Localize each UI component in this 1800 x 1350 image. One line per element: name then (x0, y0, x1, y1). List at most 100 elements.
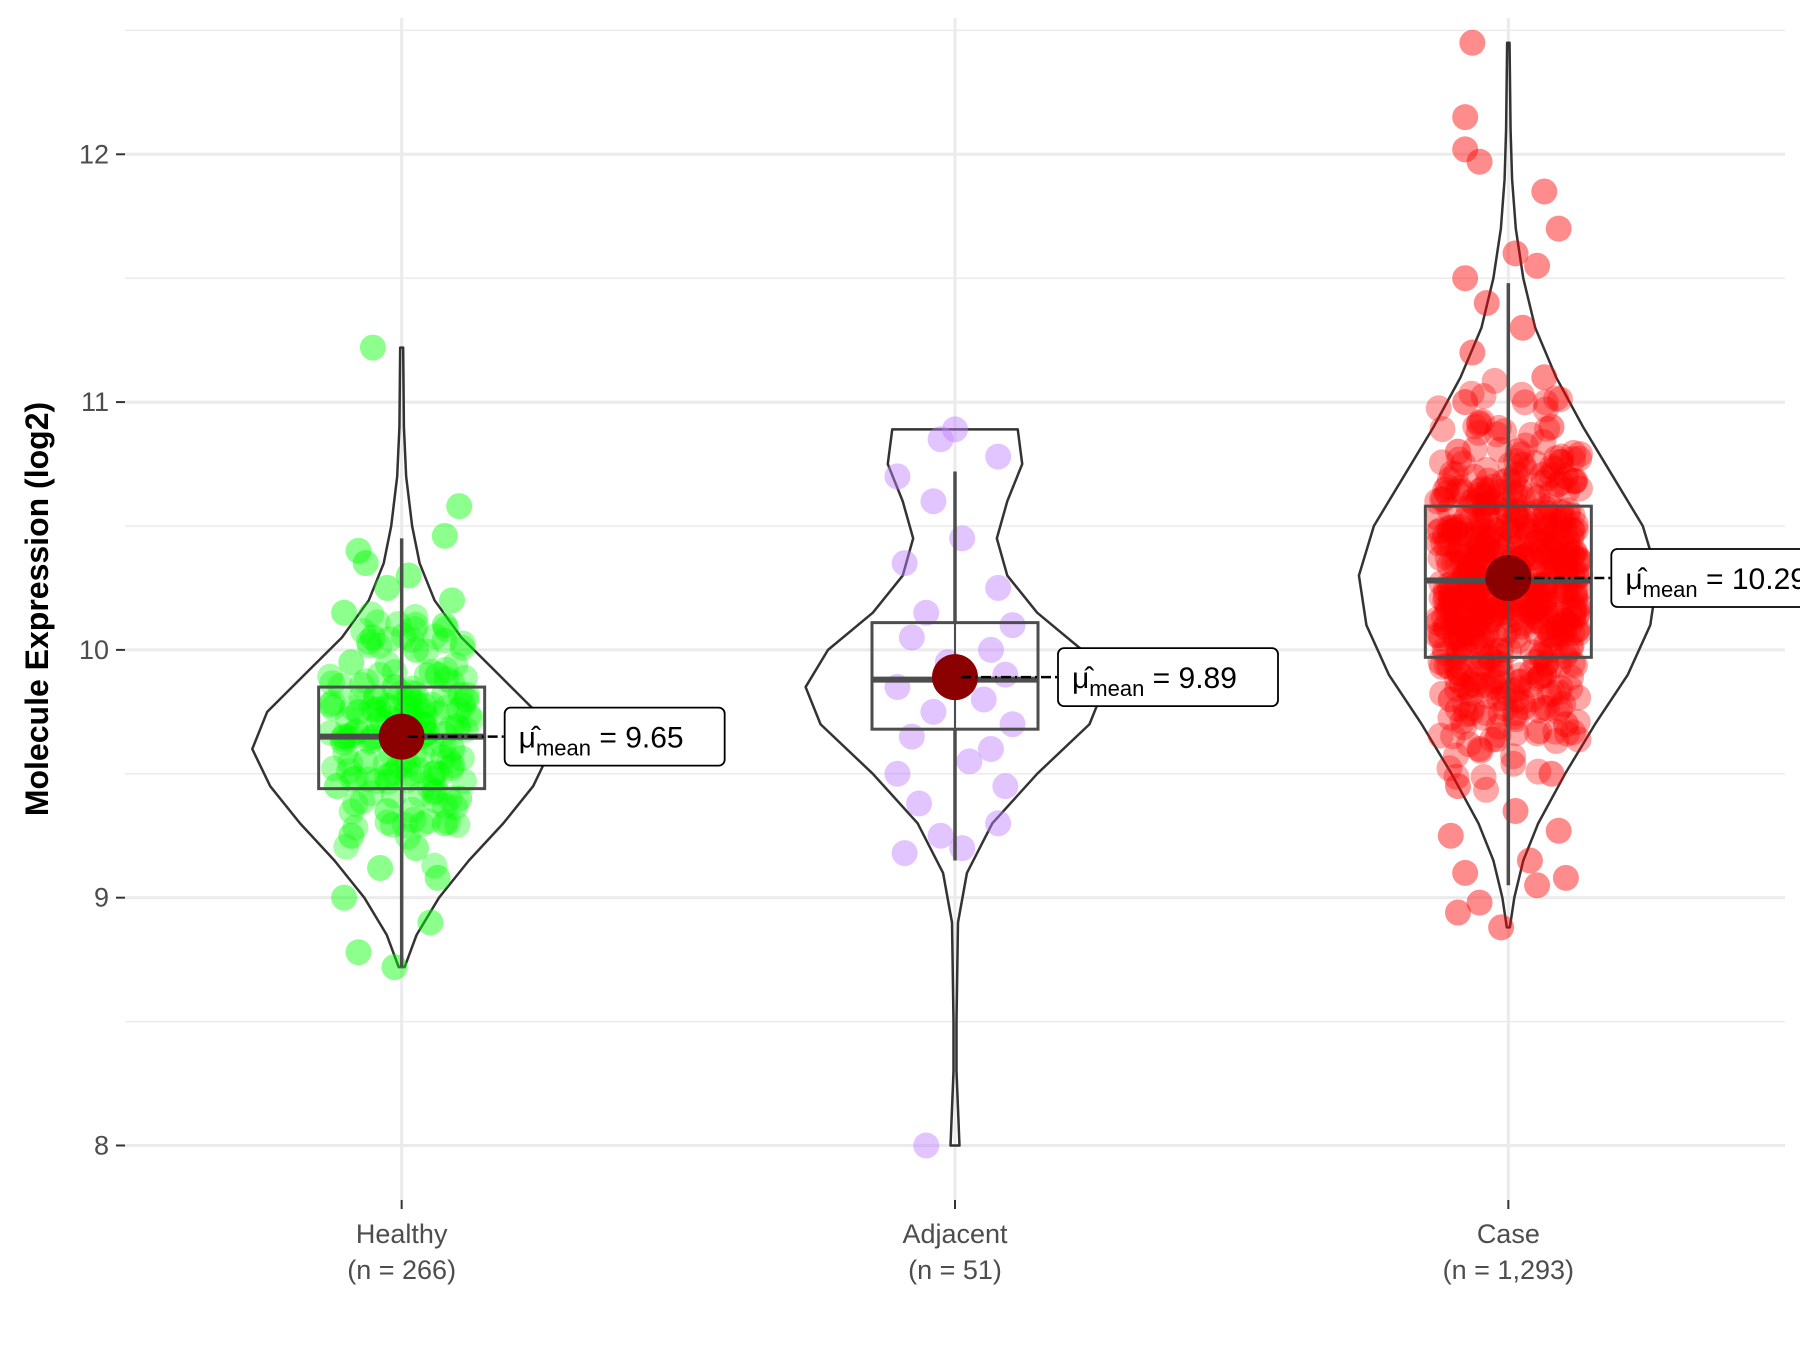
data-point (1484, 668, 1511, 695)
data-point (1545, 541, 1572, 568)
data-point (361, 697, 388, 724)
data-point (985, 810, 1012, 837)
data-point (1506, 603, 1533, 630)
data-point (1464, 553, 1491, 580)
data-point (1468, 633, 1495, 660)
data-point (350, 618, 377, 645)
data-point (433, 615, 460, 642)
data-point (1526, 718, 1553, 745)
y-tick-label: 10 (79, 635, 109, 665)
data-point (1452, 673, 1479, 700)
data-point (1561, 468, 1588, 495)
data-point (999, 711, 1026, 738)
data-point (433, 694, 460, 721)
data-point (449, 634, 476, 661)
data-point (1428, 584, 1455, 611)
data-point (1443, 601, 1470, 628)
data-point (439, 736, 466, 763)
data-point (1535, 535, 1562, 562)
data-point (985, 574, 1012, 601)
data-point (321, 755, 348, 782)
data-point (374, 692, 401, 719)
data-point (408, 811, 435, 838)
data-point (1448, 621, 1475, 648)
data-point (449, 630, 476, 657)
data-point (1552, 463, 1579, 490)
data-point (1457, 583, 1484, 610)
data-point (1436, 653, 1463, 680)
data-point (1510, 694, 1537, 721)
data-point (1524, 720, 1551, 747)
data-point (402, 690, 429, 717)
data-point (1462, 413, 1489, 440)
data-point (1551, 518, 1578, 545)
data-point (1517, 671, 1544, 698)
data-point (1459, 694, 1486, 721)
data-point (1473, 456, 1500, 483)
data-point (1509, 451, 1536, 478)
data-point (331, 884, 358, 911)
data-point (317, 691, 344, 718)
data-point (1472, 699, 1499, 726)
data-point (1434, 598, 1461, 625)
data-point (1543, 601, 1570, 628)
data-point (1444, 520, 1471, 547)
data-point (1559, 446, 1586, 473)
data-point (1531, 518, 1558, 545)
y-tick-label: 12 (79, 139, 109, 169)
data-point (1428, 625, 1455, 652)
data-point (376, 626, 403, 653)
data-point (444, 713, 471, 740)
data-point (1523, 594, 1550, 621)
data-point (1465, 419, 1492, 446)
data-point (1539, 545, 1566, 572)
data-point (1520, 608, 1547, 635)
mean-label-adjacent: μ̂mean = 9.89 (1057, 647, 1279, 708)
data-point (1443, 609, 1470, 636)
data-point (1444, 438, 1471, 465)
data-point (1532, 495, 1559, 522)
data-point (1462, 627, 1489, 654)
data-point (1551, 612, 1578, 639)
data-point (1466, 409, 1493, 436)
data-point (1470, 539, 1497, 566)
data-point (1454, 587, 1481, 614)
data-point (431, 612, 458, 639)
data-point (1437, 704, 1464, 731)
data-point (1436, 519, 1463, 546)
data-point (342, 765, 369, 792)
data-point (1545, 471, 1572, 498)
data-point (1560, 468, 1587, 495)
data-point (1433, 614, 1460, 641)
data-point (400, 806, 427, 833)
data-point (1442, 516, 1469, 543)
data-point (342, 790, 369, 817)
data-point (1479, 668, 1506, 695)
data-point (1444, 695, 1471, 722)
data-point (379, 811, 406, 838)
data-point (424, 661, 451, 688)
data-point (1547, 386, 1574, 413)
data-point (949, 525, 976, 552)
data-point (1553, 542, 1580, 569)
data-point (1532, 526, 1559, 553)
data-point (1473, 776, 1500, 803)
data-point (1468, 408, 1495, 435)
data-point (1503, 622, 1530, 649)
data-point (1457, 583, 1484, 610)
data-point (1445, 525, 1472, 552)
data-point (1442, 654, 1469, 681)
data-point (1442, 623, 1469, 650)
data-point (1538, 622, 1565, 649)
data-point (1486, 685, 1513, 712)
data-point (446, 785, 473, 812)
data-point (435, 808, 462, 835)
data-point (398, 627, 425, 654)
data-point (1445, 660, 1472, 687)
data-point (1443, 666, 1470, 693)
data-point (1524, 252, 1551, 279)
data-point (1485, 414, 1512, 441)
data-point (415, 808, 442, 835)
data-point (1560, 603, 1587, 630)
data-point (1467, 477, 1494, 504)
